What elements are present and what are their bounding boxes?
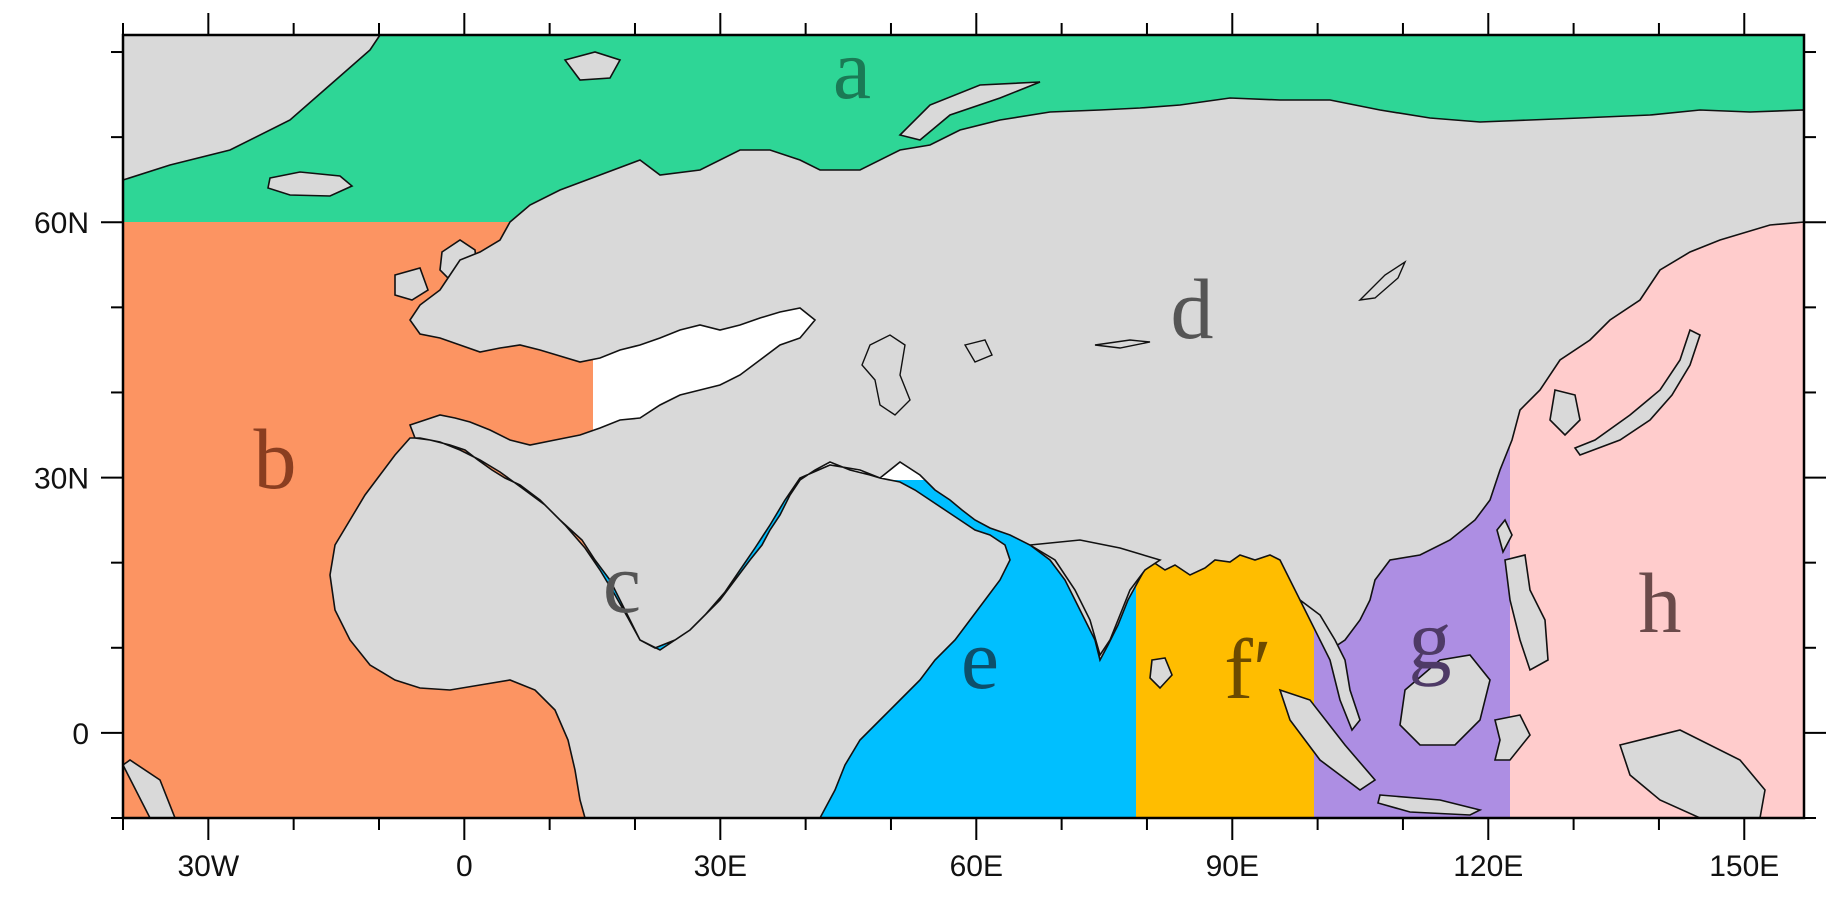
region-label-h: h — [1639, 555, 1682, 651]
novaya-zemlya — [898, 81, 1041, 141]
korea — [1549, 389, 1581, 437]
x-tick-label: 0 — [456, 850, 473, 883]
y-tick-label: 30N — [34, 463, 89, 496]
lake-balkhash — [1094, 339, 1151, 349]
y-tick-label: 60N — [34, 207, 89, 240]
region-label-c: c — [603, 535, 641, 631]
ireland — [394, 267, 429, 301]
x-tick-label: 30E — [694, 850, 747, 883]
philippines — [1504, 554, 1549, 672]
region-label-d: d — [1171, 261, 1214, 357]
region-labels: a b c d e f′ g h — [254, 21, 1682, 717]
region-label-e: e — [961, 611, 999, 707]
sumatra — [1278, 688, 1377, 791]
sulawesi — [1493, 714, 1531, 761]
sri-lanka — [1149, 657, 1173, 690]
x-tick-label: 60E — [950, 850, 1003, 883]
region-label-g: g — [1409, 591, 1452, 687]
axis-tick-labels: 30W 0 30E 60E 90E 120E 150E 60N 30N 0 — [34, 207, 1779, 883]
y-tick-label: 0 — [72, 718, 89, 751]
svalbard — [563, 51, 622, 81]
x-tick-label: 90E — [1206, 850, 1259, 883]
x-tick-label: 30W — [177, 850, 239, 883]
region-label-a: a — [833, 21, 871, 117]
lake-baikal — [1358, 260, 1407, 301]
inland-seas — [861, 260, 1407, 416]
region-label-b: b — [254, 411, 297, 507]
taiwan — [1496, 518, 1513, 555]
iceland — [267, 171, 354, 197]
java — [1377, 794, 1483, 816]
x-tick-label: 120E — [1453, 850, 1523, 883]
x-tick-label: 150E — [1709, 850, 1779, 883]
india — [1027, 539, 1162, 657]
aral-sea — [963, 339, 993, 363]
borneo — [1399, 654, 1491, 746]
caspian-sea — [861, 334, 911, 416]
japan — [1573, 328, 1701, 456]
indochina — [1299, 599, 1361, 732]
region-label-f: f′ — [1224, 621, 1271, 717]
map-frame — [121, 33, 1806, 820]
axis-ticks — [101, 13, 1826, 840]
